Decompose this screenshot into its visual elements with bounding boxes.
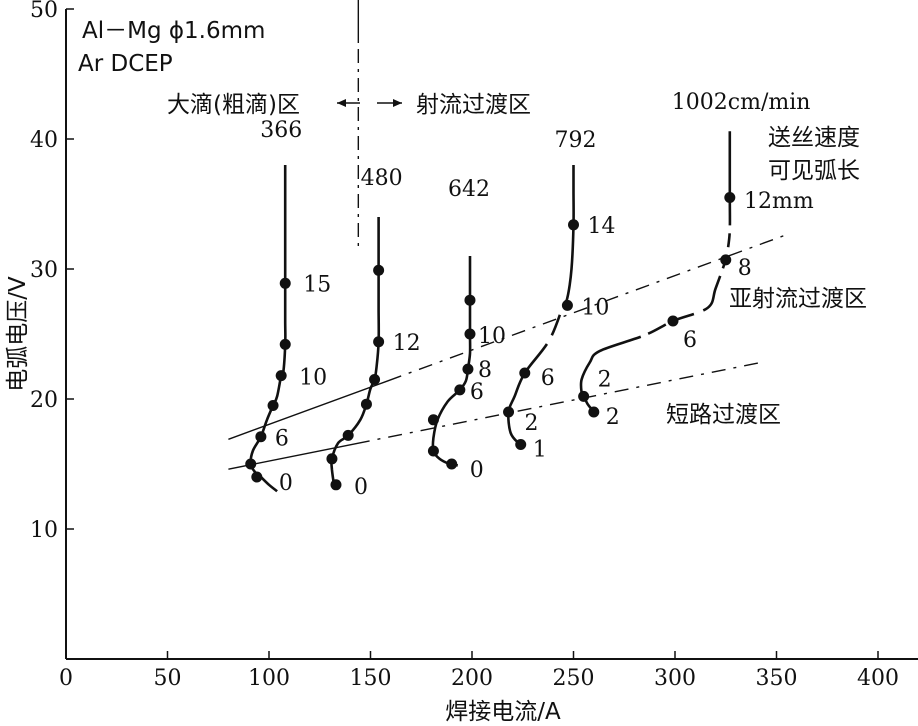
- data-point: [279, 338, 291, 350]
- x-tick-label: 150: [350, 666, 392, 691]
- data-point: [427, 414, 439, 426]
- arc-length-label: 8: [478, 358, 492, 383]
- x-tick-label: 300: [654, 666, 696, 691]
- data-point: [251, 471, 263, 483]
- wire-speed-label: 642: [448, 177, 490, 202]
- point-layer: [245, 192, 736, 491]
- wire-speed-label: 480: [361, 166, 403, 191]
- legend-arc-length: 可见弧长: [768, 158, 860, 184]
- arc-length-label: 10: [478, 324, 506, 349]
- arc-length-label: 2: [525, 411, 539, 436]
- label-layer: 1510603661204801086064214106217928622100…: [260, 90, 810, 500]
- data-point: [519, 367, 531, 379]
- data-point: [568, 219, 579, 231]
- x-tick-label: 250: [553, 666, 595, 691]
- wire-speed-label: 1002cm/min: [672, 90, 811, 115]
- arc-length-label: 0: [354, 475, 368, 500]
- data-point: [373, 336, 385, 348]
- data-point: [462, 363, 474, 375]
- arc-length-label: 14: [588, 214, 616, 239]
- data-point: [464, 294, 476, 306]
- data-point: [515, 439, 527, 450]
- wire-speed-label: 792: [555, 128, 597, 153]
- arc-length-label: 6: [275, 427, 289, 452]
- y-tick-label: 10: [30, 518, 58, 543]
- arc-length-label: 12: [393, 331, 421, 356]
- arc-length-label: 10: [581, 295, 609, 320]
- x-tick-label: 50: [154, 666, 182, 691]
- boundary-layer: [228, 0, 789, 470]
- x-axis-title: 焊接电流/A: [445, 699, 561, 725]
- curve-1: [330, 217, 381, 485]
- data-point: [503, 406, 515, 418]
- arc-length-label: 0: [279, 471, 293, 496]
- arc-length-label: 10: [299, 366, 327, 391]
- mesospray-boundary-line: [228, 233, 789, 440]
- arc-length-label: 6: [683, 328, 697, 353]
- polarity-annotation: Ar DCEP: [78, 51, 173, 77]
- region-arrow-left: [337, 99, 360, 107]
- arc-length-label: 8: [738, 256, 752, 281]
- x-tick-label: 200: [451, 666, 493, 691]
- data-point: [275, 370, 287, 382]
- data-point: [427, 445, 439, 457]
- arc-length-label: 15: [303, 272, 331, 297]
- data-point: [245, 458, 257, 470]
- arc-length-unit-label: 12mm: [744, 189, 814, 214]
- data-point: [267, 400, 279, 411]
- data-point: [373, 264, 385, 276]
- data-point: [667, 315, 679, 327]
- data-point: [342, 429, 354, 441]
- data-point: [578, 390, 590, 402]
- x-tick-label: 0: [59, 666, 73, 691]
- data-point: [454, 384, 466, 396]
- y-tick-label: 30: [30, 258, 58, 283]
- globular-region-label: 大滴(粗滴)区: [167, 92, 300, 118]
- data-point: [360, 398, 372, 410]
- data-point: [255, 431, 267, 443]
- y-tick-label: 40: [30, 128, 58, 153]
- y-tick-label: 50: [30, 0, 58, 23]
- arc-length-label: 6: [470, 380, 484, 405]
- short-circuit-boundary-line: [228, 361, 761, 470]
- arc-length-label: 6: [541, 366, 555, 391]
- data-point: [720, 254, 732, 266]
- data-point: [446, 458, 458, 470]
- curve-2: [431, 256, 472, 467]
- arc-length-label: 2: [598, 367, 612, 392]
- data-point: [369, 374, 381, 385]
- material-annotation: Al－Mg ϕ1.6mm: [82, 18, 265, 44]
- short-circuit-region-label: 短路过渡区: [666, 402, 781, 428]
- arc-length-label: 1: [533, 438, 547, 463]
- curve-layer: [249, 131, 732, 493]
- data-point: [561, 299, 573, 311]
- arc-length-label: 2: [606, 405, 620, 430]
- x-tick-label: 400: [857, 666, 899, 691]
- legend-wire-speed: 送丝速度: [768, 125, 860, 151]
- y-axis-title: 电弧电压/V: [5, 276, 31, 392]
- data-point: [464, 328, 476, 340]
- wire-speed-label: 366: [260, 118, 302, 143]
- arc-length-label: 0: [470, 458, 484, 483]
- mesospray-region-label: 亚射流过渡区: [729, 286, 867, 312]
- data-point: [279, 277, 291, 289]
- region-arrow-right: [377, 99, 402, 107]
- spray-region-label: 射流过渡区: [416, 92, 531, 118]
- y-tick-label: 20: [30, 388, 58, 413]
- data-point: [724, 192, 736, 203]
- x-tick-label: 100: [248, 666, 290, 691]
- data-point: [326, 453, 338, 465]
- x-tick-label: 350: [756, 666, 798, 691]
- data-point: [588, 406, 600, 418]
- data-point: [330, 479, 342, 491]
